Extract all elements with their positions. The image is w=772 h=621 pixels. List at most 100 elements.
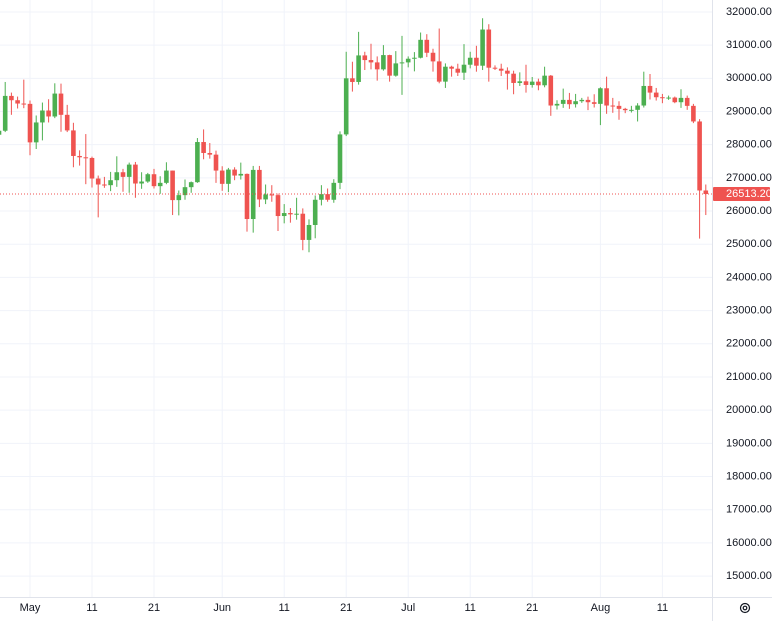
candle-body — [2, 95, 8, 131]
y-tick-label: 22000.00 — [726, 338, 772, 350]
candle-body — [40, 110, 45, 123]
candle-body — [170, 170, 175, 201]
candle-body — [368, 60, 374, 63]
last-price-label: 26513.20 — [726, 188, 772, 200]
y-tick-label: 20000.00 — [726, 404, 772, 416]
candle-body — [387, 55, 392, 76]
candle-body — [660, 97, 665, 99]
gear-hub — [742, 605, 748, 611]
candle-body — [108, 180, 113, 186]
candle-body — [83, 157, 89, 159]
y-tick-label: 19000.00 — [726, 437, 772, 449]
candle-body — [15, 100, 20, 104]
candle-body — [325, 194, 330, 200]
candle-body — [0, 130, 2, 135]
candle-body — [598, 88, 603, 104]
candle-body — [517, 81, 523, 83]
candle-body — [498, 68, 504, 71]
x-tick-label: 11 — [657, 602, 668, 614]
candle-body — [145, 174, 151, 182]
candle-body — [337, 134, 343, 183]
candle-body — [529, 81, 535, 85]
candle-body — [319, 194, 324, 200]
candle-body — [207, 152, 213, 155]
y-tick-label: 31000.00 — [726, 39, 772, 51]
candle-body — [250, 169, 256, 220]
candle-body — [275, 195, 281, 217]
candles — [0, 18, 712, 253]
y-tick-label: 15000.00 — [726, 570, 772, 582]
candle-body — [672, 97, 678, 103]
settings-icon[interactable] — [739, 602, 751, 614]
candle-body — [486, 29, 492, 68]
candle-body — [604, 88, 609, 106]
y-tick-label: 26000.00 — [726, 205, 772, 217]
candle-body — [374, 62, 380, 70]
candle-body — [492, 67, 498, 69]
candle-body — [257, 169, 262, 200]
y-tick-label: 18000.00 — [726, 470, 772, 482]
y-tick-label: 21000.00 — [726, 371, 772, 383]
last-price-box — [713, 187, 770, 202]
candle-body — [157, 182, 163, 187]
y-tick-label: 23000.00 — [726, 305, 772, 317]
candle-body — [120, 172, 126, 177]
candle-body — [691, 105, 696, 122]
candle-body — [21, 103, 27, 105]
candle-body — [238, 173, 244, 176]
candle-body — [505, 70, 510, 74]
x-tick-label: May — [20, 602, 41, 614]
candle-body — [71, 130, 76, 156]
y-tick-label: 16000.00 — [726, 537, 772, 549]
candle-body — [288, 213, 293, 215]
candle-body — [511, 73, 516, 83]
candle-body — [102, 184, 107, 186]
y-tick-label: 32000.00 — [726, 6, 772, 18]
grid — [0, 0, 712, 597]
gear-ring — [739, 602, 751, 614]
candle-body — [95, 178, 101, 185]
candle-body — [585, 99, 591, 103]
x-tick-label: Jul — [401, 602, 415, 614]
candle-body — [77, 155, 82, 158]
candle-body — [350, 78, 355, 82]
candle-body — [567, 99, 572, 105]
candle-body — [182, 187, 188, 196]
candle-body — [269, 194, 275, 196]
candle-body — [393, 63, 399, 76]
x-tick-label: 11 — [464, 602, 475, 614]
y-tick-label: 28000.00 — [726, 139, 772, 151]
candle-body — [542, 75, 547, 86]
candle-body — [443, 66, 448, 82]
candle-body — [89, 157, 95, 179]
y-tick-label: 30000.00 — [726, 72, 772, 84]
candle-body — [331, 182, 337, 200]
candle-body — [399, 62, 405, 64]
candle-body — [461, 64, 467, 73]
candle-body — [418, 39, 423, 58]
candle-body — [362, 55, 368, 61]
candle-body — [306, 224, 312, 240]
candle-body — [455, 68, 461, 73]
candle-body — [523, 81, 529, 85]
y-tick-label: 17000.00 — [726, 504, 772, 516]
candle-body — [449, 66, 454, 69]
candle-body — [27, 103, 33, 143]
candle-body — [536, 81, 541, 86]
candle-body — [629, 109, 634, 111]
candle-body — [480, 29, 485, 66]
candle-body — [616, 105, 622, 109]
candle-body — [294, 213, 299, 215]
candle-body — [244, 173, 250, 220]
candle-body — [232, 169, 237, 176]
candle-body — [151, 174, 157, 187]
candle-body — [52, 93, 58, 117]
x-tick-label: 11 — [278, 602, 289, 614]
candle-body — [678, 97, 684, 103]
candle-body — [573, 101, 578, 105]
x-tick-label: 21 — [526, 602, 538, 614]
candle-body — [176, 195, 182, 201]
candle-body — [474, 57, 479, 66]
